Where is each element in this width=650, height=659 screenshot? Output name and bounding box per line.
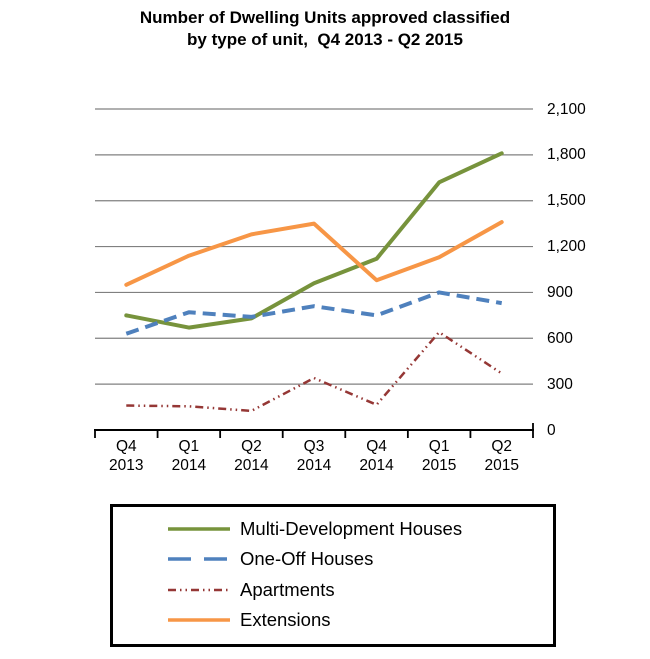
legend-box: Multi-Development Houses One-Off Houses Ap… [110,504,556,647]
x-label-quarter: Q1 [178,438,200,455]
x-label-year: 2014 [359,457,394,474]
legend-label: One-Off Houses [240,548,374,570]
y-axis-tick-label: 1,800 [547,146,586,164]
legend-item: One-Off Houses [167,548,553,570]
x-axis-tick-label: Q4 2014 [345,437,409,475]
legend-key-line [168,526,230,531]
legend-item: Extensions [167,609,553,631]
x-axis-tick-label: Q1 2015 [407,437,471,475]
x-label-quarter: Q4 [366,438,387,455]
x-axis-tick-label: Q2 2014 [219,437,283,475]
legend-key-line [168,557,230,561]
x-axis-tick-label: Q2 2015 [470,437,534,475]
x-label-year: 2015 [421,457,457,474]
chart-title-line1: Number of Dwelling Units approved classi… [139,8,511,27]
x-axis-tick-label: Q1 2014 [157,437,221,475]
legend-label: Apartments [240,578,335,600]
series-line-multi-development-houses [124,151,504,330]
x-label-quarter: Q2 [491,438,513,455]
chart-title: Number of Dwelling Units approved classi… [0,7,650,50]
x-label-year: 2014 [296,457,332,474]
x-label-year: 2014 [234,457,269,474]
y-axis-tick-label: 900 [547,283,573,301]
legend-label: Multi-Development Houses [240,517,463,539]
legend-item: Apartments [167,579,553,601]
x-axis-tick-label: Q3 2014 [282,437,346,475]
y-axis-tick-label: 600 [547,329,573,347]
series-line-apartments [126,330,503,413]
x-label-quarter: Q2 [241,438,262,455]
x-label-year: 2013 [109,457,144,474]
series-line-one-off-houses [125,290,503,336]
y-axis-tick-label: 300 [547,375,573,393]
legend-item: Multi-Development Houses [167,518,553,540]
plot-area [94,108,534,438]
x-label-quarter: Q1 [428,438,450,455]
x-axis-tick-label: Q4 2013 [94,437,158,475]
y-axis-tick-label: 2,100 [547,100,586,118]
legend-key-line [168,618,230,623]
legend-label: Extensions [240,609,331,631]
y-axis-tick-label: 0 [547,421,556,439]
series-line-extensions [124,220,504,287]
y-axis-tick-label: 1,500 [547,192,586,210]
x-label-year: 2015 [484,457,519,474]
x-label-quarter: Q4 [115,438,137,455]
x-label-quarter: Q3 [303,438,325,455]
y-axis-tick-label: 1,200 [547,238,586,256]
legend-key-line [168,588,230,592]
x-label-year: 2014 [171,457,207,474]
chart-title-line2: by type of unit, Q4 2013 - Q2 2015 [187,29,463,49]
